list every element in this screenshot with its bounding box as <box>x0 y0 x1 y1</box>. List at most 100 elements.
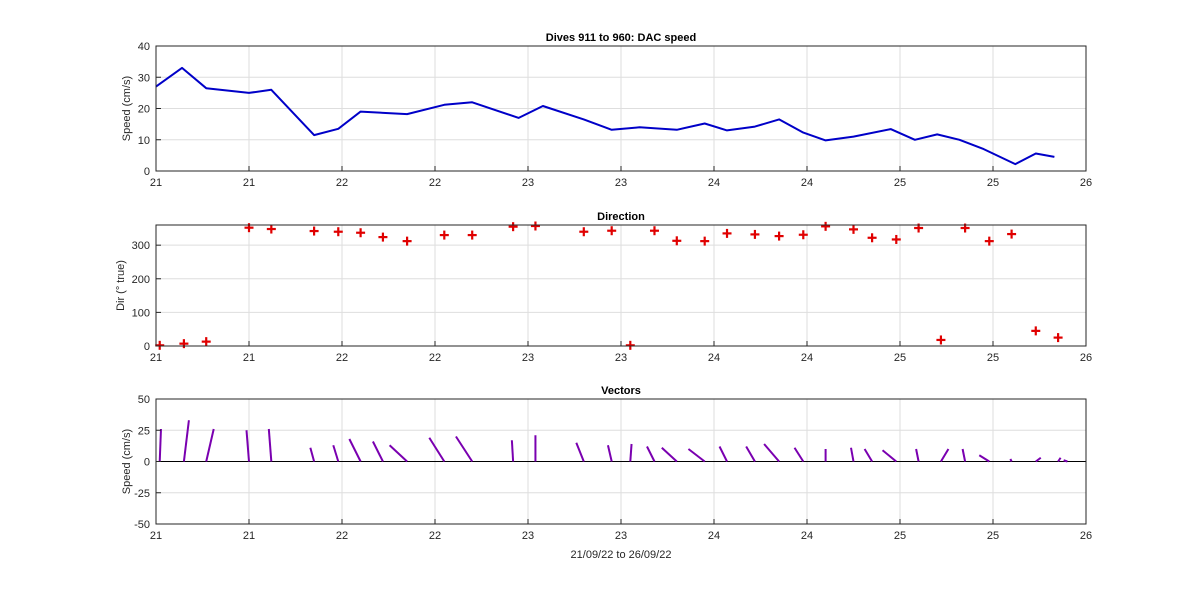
vector-stick <box>182 420 190 462</box>
vector-stick <box>372 441 384 462</box>
speed-xtick-label: 23 <box>522 177 534 189</box>
direction-xtick-label: 25 <box>894 352 906 364</box>
direction-title: Direction <box>597 211 645 223</box>
vectors-xtick-label: 26 <box>1080 530 1092 542</box>
direction-xtick-label: 23 <box>522 352 534 364</box>
direction-data-point <box>333 227 343 237</box>
vectors-xtick-label: 21 <box>150 530 162 542</box>
direction-data-point <box>649 226 659 236</box>
vectors-xtick-label: 23 <box>615 530 627 542</box>
speed-ytick-label: 10 <box>138 135 150 147</box>
speed-ytick-label: 0 <box>144 166 150 178</box>
vectors-xtick-label: 21 <box>243 530 255 542</box>
vector-stick <box>745 445 756 463</box>
direction-xtick-label: 22 <box>429 352 441 364</box>
direction-data-point <box>179 339 189 349</box>
direction-data-point <box>867 233 877 243</box>
vectors-panel: 21 21 22 22 23 23 24 24 25 25 26 -50 -25 0 25 50 Vectors… <box>121 385 1092 561</box>
vector-stick <box>718 446 728 462</box>
direction-data-point <box>378 232 388 242</box>
direction-data-point <box>439 230 449 240</box>
vectors-xtick-label: 25 <box>894 530 906 542</box>
vector-stick <box>850 447 855 462</box>
direction-xtick-label: 24 <box>708 352 720 364</box>
speed-xtick-label: 21 <box>150 177 162 189</box>
direction-data-point <box>625 340 635 350</box>
speed-ytick-label: 40 <box>138 41 150 53</box>
vectors-xtick-label: 25 <box>987 530 999 542</box>
vector-stick <box>332 444 340 462</box>
direction-xtick-label: 23 <box>615 352 627 364</box>
vector-stick <box>267 428 273 462</box>
vector-stick <box>510 440 515 462</box>
direction-data-point <box>700 236 710 246</box>
vectors-xtick-label: 23 <box>522 530 534 542</box>
vectors-title: Vectors <box>601 385 641 397</box>
speed-ytick-label: 30 <box>138 72 150 84</box>
direction-data-point <box>722 228 732 238</box>
speed-xtick-label: 23 <box>615 177 627 189</box>
direction-data-point <box>266 224 276 234</box>
direction-panel: 21 21 22 22 23 23 24 24 25 25 26 0 100 200 300 Directio… <box>115 211 1092 364</box>
vector-stick <box>1035 456 1042 463</box>
vector-stick <box>309 447 316 462</box>
vector-stick <box>661 447 678 463</box>
direction-xtick-label: 21 <box>150 352 162 364</box>
vector-stick <box>793 447 805 463</box>
direction-data-point <box>672 236 682 246</box>
vectors-ytick-label: -25 <box>134 488 150 500</box>
vectors-ylabel: Speed (cm/s) <box>121 429 133 494</box>
vectors-ytick-label: 0 <box>144 457 150 469</box>
speed-xtick-label: 22 <box>429 177 441 189</box>
direction-data-point <box>1007 229 1017 239</box>
direction-ytick-label: 0 <box>144 341 150 353</box>
direction-data-point <box>984 236 994 246</box>
speed-xtick-label: 22 <box>336 177 348 189</box>
direction-ytick-label: 300 <box>132 240 150 252</box>
vectors-xlabel: 21/09/22 to 26/09/22 <box>571 549 672 561</box>
vector-stick <box>978 454 990 463</box>
speed-xtick-label: 24 <box>708 177 720 189</box>
vectors-xtick-label: 24 <box>708 530 720 542</box>
vector-stick <box>428 437 446 463</box>
direction-xtick-label: 24 <box>801 352 813 364</box>
direction-data-point <box>821 221 831 231</box>
direction-data-point <box>936 335 946 345</box>
direction-data-point <box>201 337 211 347</box>
vector-stick <box>1009 458 1013 462</box>
direction-data-point <box>798 230 808 240</box>
direction-xtick-label: 26 <box>1080 352 1092 364</box>
direction-data-point <box>155 340 165 350</box>
direction-xtick-label: 25 <box>987 352 999 364</box>
speed-panel: 21 21 22 22 23 23 24 24 25 25 26 0 10 20 30 40 Dives 911… <box>121 32 1092 189</box>
vector-stick <box>455 435 474 463</box>
speed-ylabel: Speed (cm/s) <box>121 76 133 141</box>
direction-xtick-label: 22 <box>336 352 348 364</box>
vector-stick <box>575 442 585 462</box>
direction-data-point <box>356 228 366 238</box>
speed-xtick-label: 24 <box>801 177 813 189</box>
vector-stick <box>863 448 873 463</box>
vectors-xtick-label: 22 <box>336 530 348 542</box>
direction-data-point <box>530 221 540 231</box>
vector-stick <box>940 448 950 463</box>
speed-ytick-label: 20 <box>138 104 150 116</box>
speed-title: Dives 911 to 960: DAC speed <box>546 32 696 44</box>
direction-ytick-label: 100 <box>132 307 150 319</box>
vector-stick <box>629 443 633 462</box>
vector-stick <box>1057 457 1062 463</box>
direction-data-point <box>891 234 901 244</box>
speed-xtick-label: 25 <box>987 177 999 189</box>
speed-xtick-label: 25 <box>894 177 906 189</box>
vectors-xtick-label: 24 <box>801 530 813 542</box>
vector-stick <box>961 448 967 462</box>
speed-xtick-label: 26 <box>1080 177 1092 189</box>
direction-ylabel: Dir (° true) <box>115 260 127 311</box>
vector-stick <box>245 430 250 462</box>
direction-data-point <box>1031 326 1041 336</box>
vectors-ytick-label: 25 <box>138 425 150 437</box>
direction-data-point <box>607 226 617 236</box>
direction-data-point <box>579 227 589 237</box>
direction-data-point <box>774 231 784 241</box>
